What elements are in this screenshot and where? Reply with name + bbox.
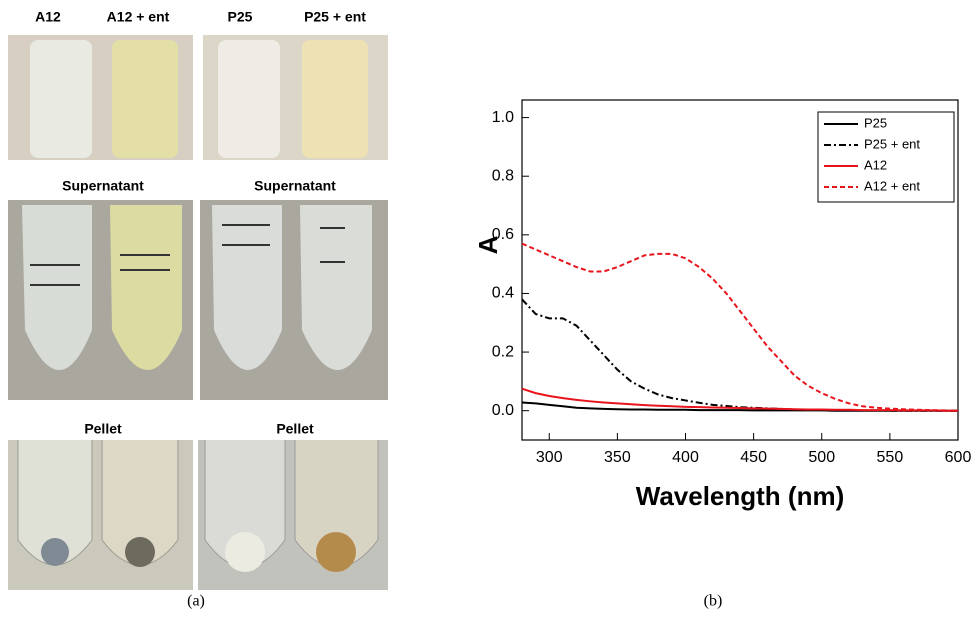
x-tick-label: 300 [536,449,563,466]
photo-bottom-right [198,440,388,590]
row-label: Pellet [84,421,122,437]
x-tick-label: 400 [672,449,699,466]
photo-top-left [8,35,193,160]
y-tick-label: 0.0 [492,402,514,419]
x-tick-label: 350 [604,449,631,466]
data-line [521,298,958,412]
plot-frame [521,99,959,441]
x-tick-label: 450 [740,449,767,466]
photo-mid-left [8,200,193,400]
row-label: Pellet [276,421,314,437]
x-tick-label: 500 [808,449,835,466]
tube-label: A12 [35,9,61,25]
caption: (a) [187,593,205,610]
photo-bottom-left [8,440,193,590]
y-tick-label: 0.8 [492,167,514,184]
photo-mid-right [200,200,388,400]
x-axis-label: Wavelength (nm) [636,481,844,511]
tube-label: P25 [228,9,253,25]
legend-label: A12 [864,157,887,172]
row-label: Supernatant [62,178,144,194]
data-line [521,242,959,412]
y-tick-label: 0.2 [492,343,514,360]
caption: (b) [704,593,723,610]
legend-label: P25 + ent [864,136,920,151]
tube-label: P25 + ent [304,9,366,25]
y-axis-label: A [473,235,503,254]
y-tick-label: 0.6 [492,226,514,243]
row-label: Supernatant [254,178,336,194]
tube-label: A12 + ent [107,9,170,25]
data-line [521,387,958,412]
x-tick-label: 600 [945,449,972,466]
x-tick-label: 550 [877,449,904,466]
y-tick-label: 0.4 [492,285,514,302]
y-tick-label: 1.0 [492,109,514,126]
photo-top-right [203,35,388,160]
legend-label: P25 [864,115,887,130]
legend-label: A12 + ent [864,178,920,193]
